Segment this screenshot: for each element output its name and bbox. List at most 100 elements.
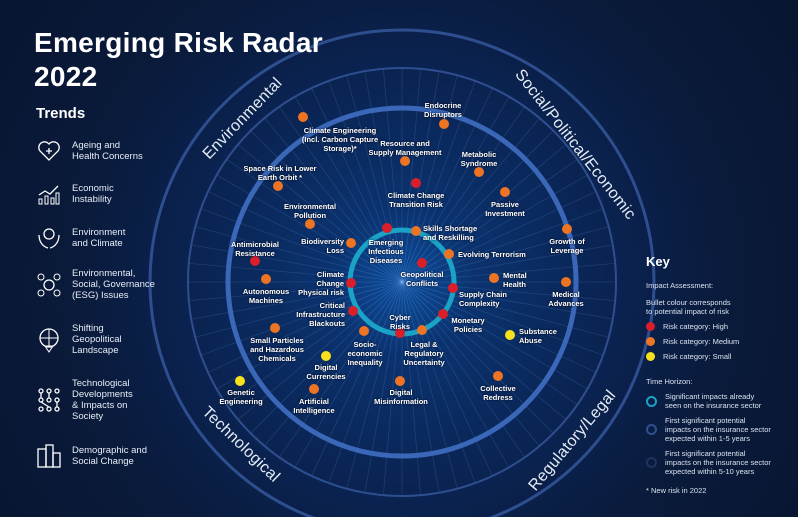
radar-ray <box>415 332 458 489</box>
radar-ray <box>216 174 358 257</box>
risk-label: Monetary Policies <box>451 316 485 334</box>
radar-core-ray <box>401 232 409 283</box>
radar-ray <box>207 303 356 373</box>
horizon-heading: Time Horizon: <box>646 377 693 386</box>
radar-core-ray <box>366 281 403 318</box>
radar-ray <box>431 324 526 458</box>
risk-dot-high[interactable] <box>417 258 427 268</box>
radar-ray <box>423 87 493 236</box>
risk-dot-medium[interactable] <box>400 156 410 166</box>
medium-dot-icon <box>646 337 655 346</box>
radar-ray <box>188 262 351 278</box>
risk-label: Geopolitical Conflicts <box>400 270 444 288</box>
risk-dot-medium[interactable] <box>474 167 484 177</box>
trend-label: Demographic and Social Change <box>72 445 147 467</box>
radar-ray <box>415 75 458 232</box>
risk-label: Endocrine Disruptors <box>424 101 462 119</box>
risk-label: Supply Chain Complexity <box>459 290 507 308</box>
risk-dot-medium[interactable] <box>493 371 503 381</box>
radar-core-ray <box>401 281 452 289</box>
risk-dot-medium[interactable] <box>298 112 308 122</box>
risk-dot-small[interactable] <box>321 351 331 361</box>
risk-label: Digital Currencies <box>306 363 346 381</box>
risk-dot-high[interactable] <box>411 178 421 188</box>
risk-label: Digital Misinformation <box>374 388 428 406</box>
circuit-icon <box>38 388 60 412</box>
trend-item: Ageing and Health Concerns <box>36 138 143 164</box>
radar-core-ray <box>401 281 433 322</box>
trend-item: Environmental, Social, Governance (ESG) … <box>36 268 155 301</box>
risk-dot-medium[interactable] <box>261 274 271 284</box>
radar-ray <box>438 130 554 246</box>
radar-ray <box>200 208 354 265</box>
radar-core-ray <box>395 281 403 332</box>
radar-core-ray <box>401 281 416 331</box>
radar-ray <box>250 130 366 246</box>
risk-dot-high[interactable] <box>448 283 458 293</box>
risk-label: Critical Infrastructure Blackouts <box>296 301 345 328</box>
horizon-3-label: First significant potential impacts on t… <box>665 449 771 476</box>
risk-dot-high[interactable] <box>382 223 392 233</box>
risk-dot-high[interactable] <box>438 309 448 319</box>
radar-ray <box>444 311 578 406</box>
impact-heading: Impact Assessment: <box>646 281 714 290</box>
risk-label: Biodiversity Loss <box>301 237 344 255</box>
risk-dot-medium[interactable] <box>489 273 499 283</box>
risk-dot-high[interactable] <box>348 306 358 316</box>
radar-ray <box>406 68 422 231</box>
risk-dot-medium[interactable] <box>305 219 315 229</box>
risk-label: Small Particles and Hazardous Chemicals <box>250 336 304 363</box>
trend-label: Environmental, Social, Governance (ESG) … <box>72 268 155 301</box>
risk-label: Climate Change Physical risk <box>298 270 344 297</box>
risk-dot-small[interactable] <box>235 376 245 386</box>
risk-label: Substance Abuse <box>519 327 557 345</box>
impact-description: Bullet colour corresponds to potential i… <box>646 298 731 316</box>
radar-core-ray <box>401 281 438 318</box>
risk-dot-medium[interactable] <box>270 323 280 333</box>
risk-dot-medium[interactable] <box>561 277 571 287</box>
risk-label: Evolving Terrorism <box>458 250 526 259</box>
trend-label: Ageing and Health Concerns <box>72 140 143 162</box>
risk-dot-medium[interactable] <box>411 226 421 236</box>
radar-core-ray <box>401 275 452 283</box>
risk-dot-high[interactable] <box>250 256 260 266</box>
risk-dot-medium[interactable] <box>395 376 405 386</box>
radar-ray <box>452 295 609 338</box>
risk-dot-medium[interactable] <box>562 224 572 234</box>
radar-ray <box>346 332 389 489</box>
radar-core-ray <box>401 281 428 326</box>
globe-hands-icon <box>38 228 60 249</box>
risk-dot-medium[interactable] <box>359 326 369 336</box>
risk-dot-medium[interactable] <box>500 187 510 197</box>
risk-dot-medium[interactable] <box>346 238 356 248</box>
risk-dot-medium[interactable] <box>444 249 454 259</box>
radar-ray <box>450 208 604 265</box>
radar-ray <box>453 262 616 278</box>
risk-dot-medium[interactable] <box>273 181 283 191</box>
risk-label: Legal & Regulatory Uncertainty <box>403 340 445 367</box>
radar-ray <box>419 330 476 484</box>
radar-core-ray <box>401 233 416 283</box>
radar-core-ray <box>401 238 428 283</box>
trend-label: Environment and Climate <box>72 227 126 249</box>
radar-ray <box>444 158 578 253</box>
risk-dot-small[interactable] <box>505 330 515 340</box>
trend-item: Shifting Geopolitical Landscape <box>36 323 122 356</box>
risk-label: Cyber Risks <box>389 313 411 331</box>
risk-label: Space Risk in Lower Earth Orbit * <box>243 164 317 182</box>
radar-core-ray <box>376 281 403 326</box>
risk-label: Growth of Leverage <box>549 237 585 255</box>
radar-core-ray <box>401 281 422 329</box>
risk-dot-medium[interactable] <box>439 119 449 129</box>
risk-dot-medium[interactable] <box>417 325 427 335</box>
risk-dot-high[interactable] <box>395 328 405 338</box>
trend-item: Environment and Climate <box>36 225 125 251</box>
radar-ray <box>226 158 360 253</box>
risk-dot-medium[interactable] <box>309 384 319 394</box>
radar-ray <box>406 333 422 496</box>
radar-core-ray <box>362 251 403 283</box>
radar-ray <box>195 226 352 269</box>
radar-ray <box>311 87 381 236</box>
risk-dot-high[interactable] <box>346 278 356 288</box>
